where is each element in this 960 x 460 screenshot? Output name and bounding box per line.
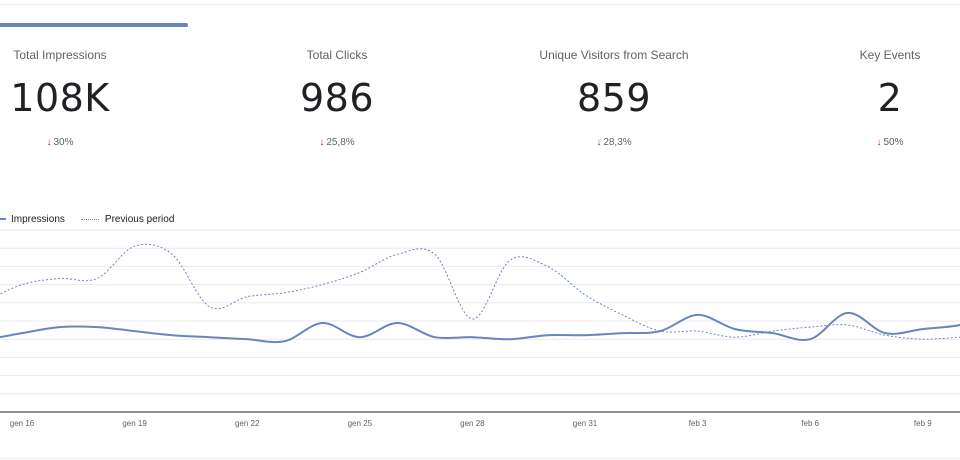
legend-swatch-dashed xyxy=(80,218,99,220)
x-tick-label: gen 31 xyxy=(573,419,598,428)
metric-label: Key Events xyxy=(859,48,921,62)
selected-metric-indicator xyxy=(0,23,188,27)
metric-unique-visitors[interactable]: Unique Visitors from Search 859 ↓ 28,3% xyxy=(504,47,724,149)
metric-label: Total Clicks xyxy=(306,48,368,62)
metric-label: Unique Visitors from Search xyxy=(539,48,689,62)
metric-change-value: 30% xyxy=(53,137,74,148)
series-line-previous-period[interactable] xyxy=(0,243,960,340)
top-divider xyxy=(0,4,960,5)
arrow-down-icon: ↓ xyxy=(876,137,882,148)
arrow-down-icon: ↓ xyxy=(46,137,52,148)
x-tick-label: gen 28 xyxy=(460,419,485,428)
metric-total-impressions[interactable]: Total Impressions 108K ↓ 30% xyxy=(0,47,170,149)
bottom-divider xyxy=(0,458,960,459)
metric-value: 108K xyxy=(10,76,110,120)
x-tick-label: feb 9 xyxy=(914,419,932,428)
metric-change: ↓ 28,3% xyxy=(504,137,724,149)
x-tick-label: feb 3 xyxy=(689,419,707,428)
legend-item-impressions[interactable]: Impressions xyxy=(0,214,65,225)
x-tick-label: gen 22 xyxy=(235,419,260,428)
metric-change: ↓ 25,8% xyxy=(227,137,447,149)
chart-legend: Impressions Previous period xyxy=(0,212,190,226)
metric-total-clicks[interactable]: Total Clicks 986 ↓ 25,8% xyxy=(227,47,447,149)
legend-swatch-solid xyxy=(0,218,6,220)
arrow-down-icon: ↓ xyxy=(319,137,325,148)
legend-label: Previous period xyxy=(104,213,175,225)
x-tick-label: feb 6 xyxy=(801,419,819,428)
x-tick-label: gen 16 xyxy=(10,419,35,428)
legend-item-previous-period[interactable]: Previous period xyxy=(80,213,175,225)
metric-change: ↓ 30% xyxy=(0,137,170,149)
legend-label: Impressions xyxy=(11,213,65,225)
metric-key-events[interactable]: Key Events 2 ↓ 50% xyxy=(780,47,960,149)
series-line-impressions[interactable] xyxy=(0,311,960,344)
metric-change-value: 28,3% xyxy=(603,137,632,148)
arrow-down-icon: ↓ xyxy=(596,137,602,148)
metric-value: 986 xyxy=(299,76,375,120)
metric-change-value: 25,8% xyxy=(326,137,355,148)
metric-label: Total Impressions xyxy=(13,48,107,62)
x-tick-label: gen 25 xyxy=(348,419,373,428)
metric-change-value: 50% xyxy=(883,137,904,148)
metric-value: 2 xyxy=(877,76,903,120)
metric-value: 859 xyxy=(576,76,652,120)
metric-change: ↓ 50% xyxy=(780,137,960,149)
x-tick-label: gen 19 xyxy=(122,419,147,428)
